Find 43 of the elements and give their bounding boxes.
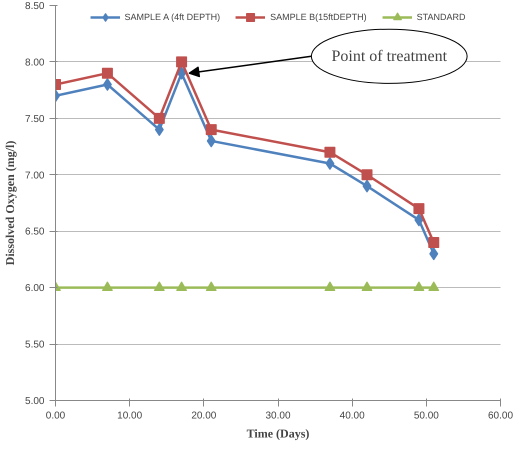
point: [102, 68, 113, 79]
point: [324, 281, 336, 292]
legend-label: SAMPLE A (4ft DEPTH): [124, 12, 220, 22]
point: [325, 157, 334, 170]
point: [413, 203, 424, 214]
point: [413, 281, 424, 292]
legend-label: STANDARD: [416, 12, 466, 22]
y-tick-label: 8.00: [25, 57, 45, 68]
x-tick-label: 0.00: [46, 410, 66, 422]
legend-label: SAMPLE B(15ftDEPTH): [270, 12, 367, 22]
point: [362, 169, 372, 180]
y-tick-label: 6.00: [25, 283, 45, 294]
point: [362, 281, 372, 292]
y-tick-label: 7.50: [25, 114, 45, 125]
point: [428, 237, 440, 248]
y-tick-label: 8.50: [25, 1, 45, 12]
x-tick-label: 50.00: [414, 410, 440, 422]
point: [154, 123, 164, 136]
point: [176, 56, 188, 68]
point: [206, 124, 217, 136]
x-tick-label: 60.00: [488, 410, 514, 422]
x-axis-title: Time (Days): [246, 426, 310, 440]
point: [206, 281, 217, 292]
point: [102, 78, 112, 91]
point: [324, 146, 336, 158]
x-tick-label: 10.00: [117, 410, 143, 422]
point: [429, 247, 438, 260]
point: [154, 281, 165, 292]
x-tick-label: 30.00: [265, 410, 291, 422]
point: [176, 281, 188, 292]
y-tick-label: 7.00: [25, 170, 45, 182]
y-tick-label: 5.00: [25, 396, 45, 407]
annotation: Point of treatment: [331, 48, 448, 65]
x-tick-label: 20.00: [191, 410, 217, 422]
y-tick-label: 5.50: [25, 340, 45, 351]
point: [428, 281, 440, 292]
point: [414, 213, 424, 226]
point: [102, 281, 113, 292]
point: [154, 112, 165, 124]
x-tick-label: 40.00: [340, 410, 366, 422]
point: [206, 134, 216, 148]
y-axis-title: Dissolved Oxygen (mg/l): [3, 140, 18, 266]
y-tick-label: 6.50: [25, 226, 45, 238]
